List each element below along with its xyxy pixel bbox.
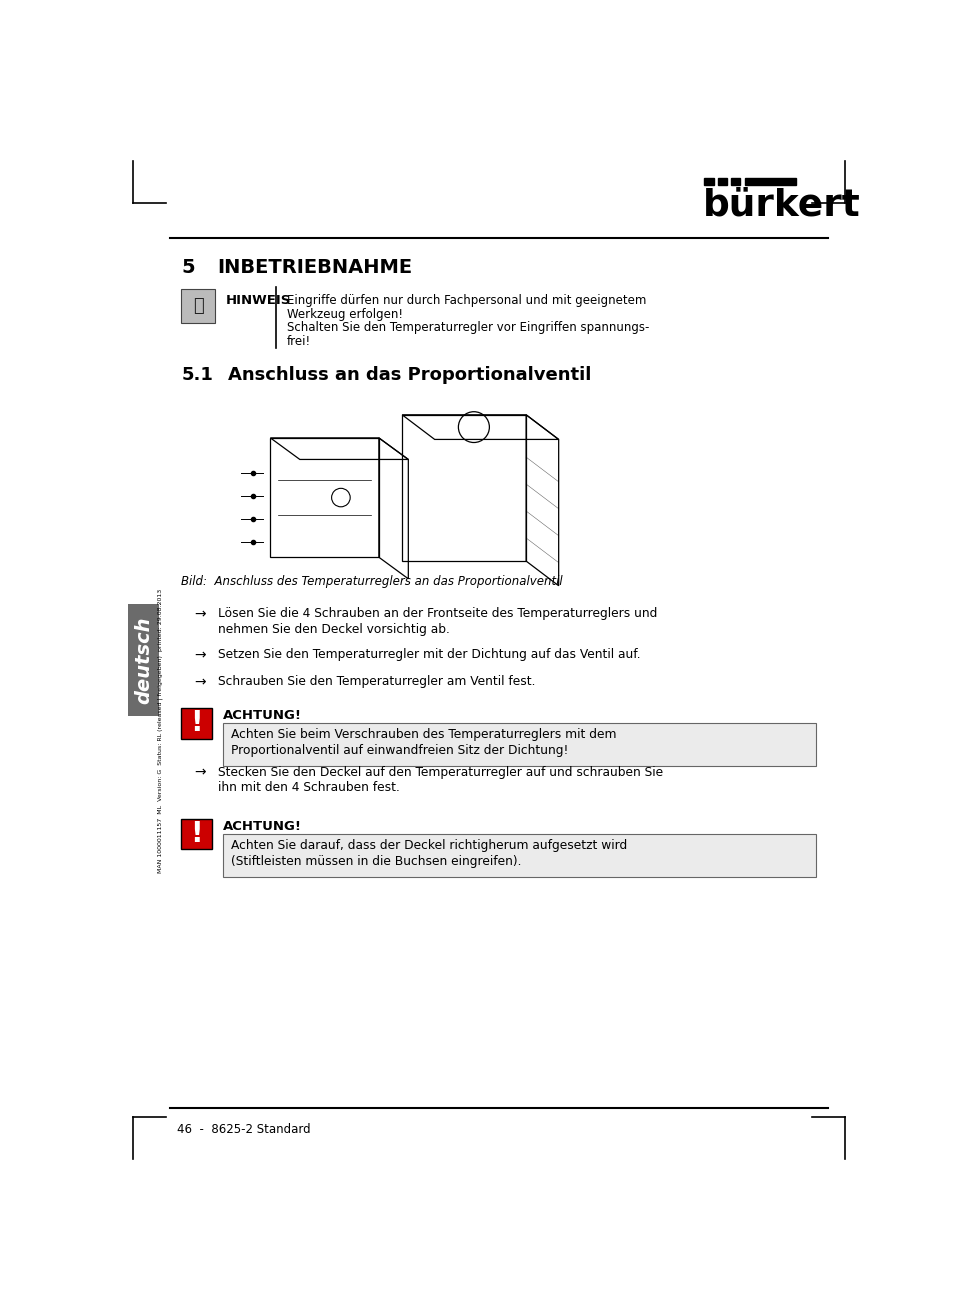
Text: ✋: ✋ <box>193 297 203 315</box>
Text: →: → <box>194 766 206 779</box>
Bar <box>181 818 212 850</box>
Text: Stecken Sie den Deckel auf den Temperaturregler auf und schrauben Sie: Stecken Sie den Deckel auf den Temperatu… <box>217 766 662 779</box>
Text: deutsch: deutsch <box>134 617 153 703</box>
Text: ACHTUNG!: ACHTUNG! <box>223 821 302 833</box>
Text: (Stiftleisten müssen in die Buchsen eingreifen).: (Stiftleisten müssen in die Buchsen eing… <box>231 855 520 868</box>
Text: HINWEIS: HINWEIS <box>226 294 292 307</box>
Text: →: → <box>194 648 206 663</box>
Text: 5.1: 5.1 <box>181 366 213 384</box>
Text: Lösen Sie die 4 Schrauben an der Frontseite des Temperaturreglers und: Lösen Sie die 4 Schrauben an der Frontse… <box>217 608 657 621</box>
Text: INBETRIEBNAHME: INBETRIEBNAHME <box>217 259 413 277</box>
Text: Schalten Sie den Temperaturregler vor Eingriffen spannungs-: Schalten Sie den Temperaturregler vor Ei… <box>286 322 648 335</box>
Bar <box>181 708 212 738</box>
Bar <box>223 834 815 877</box>
Text: nehmen Sie den Deckel vorsichtig ab.: nehmen Sie den Deckel vorsichtig ab. <box>217 623 449 637</box>
Text: Achten Sie darauf, dass der Deckel richtigherum aufgesetzt wird: Achten Sie darauf, dass der Deckel richt… <box>231 839 626 852</box>
Bar <box>223 723 815 766</box>
Text: Werkzeug erfolgen!: Werkzeug erfolgen! <box>286 307 402 320</box>
Text: Proportionalventil auf einwandfreien Sitz der Dichtung!: Proportionalventil auf einwandfreien Sit… <box>231 744 568 757</box>
Text: Bild:  Anschluss des Temperaturreglers an das Proportionalventil: Bild: Anschluss des Temperaturreglers an… <box>181 575 562 588</box>
Text: 5: 5 <box>181 259 194 277</box>
Bar <box>703 178 713 186</box>
Bar <box>730 178 740 186</box>
Bar <box>744 178 795 186</box>
Text: !: ! <box>191 819 203 848</box>
Text: Setzen Sie den Temperaturregler mit der Dichtung auf das Ventil auf.: Setzen Sie den Temperaturregler mit der … <box>217 648 639 661</box>
Text: Achten Sie beim Verschrauben des Temperaturreglers mit dem: Achten Sie beim Verschrauben des Tempera… <box>231 728 616 741</box>
Text: →: → <box>194 608 206 621</box>
Bar <box>717 178 726 186</box>
Text: Anschluss an das Proportionalventil: Anschluss an das Proportionalventil <box>228 366 591 384</box>
Text: !: ! <box>191 710 203 737</box>
Text: Schrauben Sie den Temperaturregler am Ventil fest.: Schrauben Sie den Temperaturregler am Ve… <box>217 676 535 689</box>
Text: 46  -  8625-2 Standard: 46 - 8625-2 Standard <box>177 1123 311 1136</box>
Text: ACHTUNG!: ACHTUNG! <box>223 710 302 723</box>
Bar <box>181 289 215 323</box>
Text: bürkert: bürkert <box>702 188 860 223</box>
Text: frei!: frei! <box>286 335 311 348</box>
Text: MAN 1000011157  ML  Version: G  Status: RL (released | freigegeben)  printed: 29: MAN 1000011157 ML Version: G Status: RL … <box>157 588 163 873</box>
Text: Eingriffe dürfen nur durch Fachpersonal und mit geeignetem: Eingriffe dürfen nur durch Fachpersonal … <box>286 294 645 307</box>
Text: ihn mit den 4 Schrauben fest.: ihn mit den 4 Schrauben fest. <box>217 782 399 795</box>
Bar <box>128 604 159 716</box>
Text: →: → <box>194 676 206 689</box>
